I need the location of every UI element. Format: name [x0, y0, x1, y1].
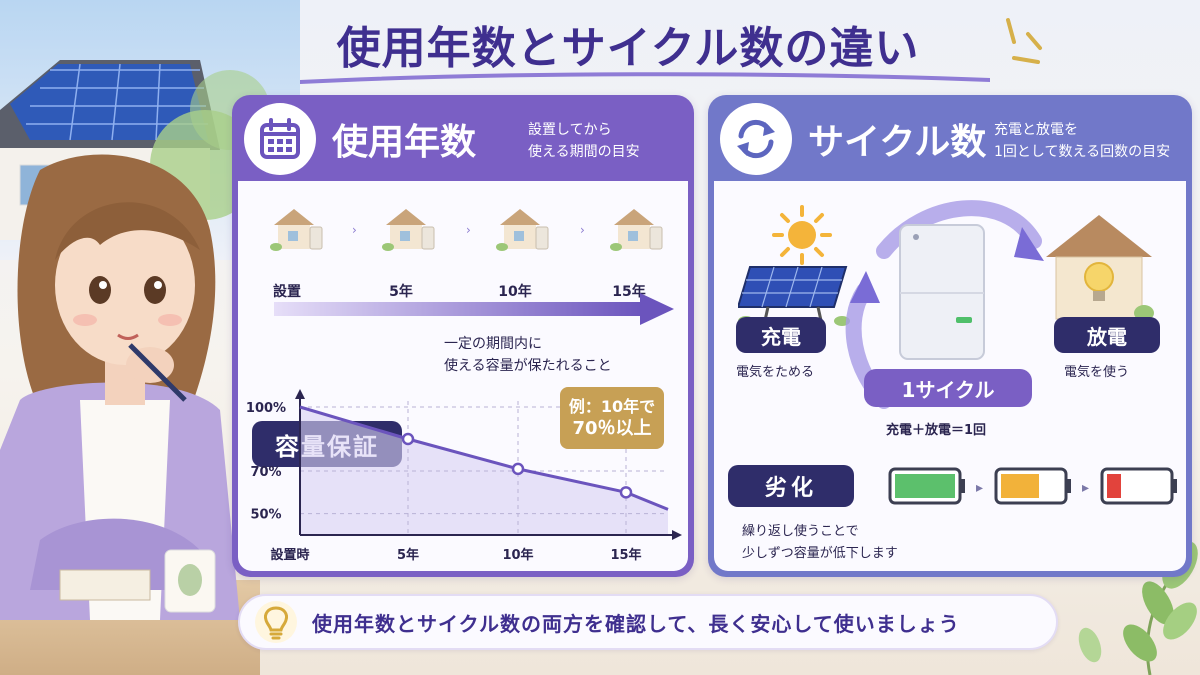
years-panel-body: › › › 設置 5年 10年 15年 — [238, 181, 688, 571]
battery-low-icon — [1100, 467, 1177, 505]
capacity-desc-line2: 使える容量が保たれること — [444, 358, 612, 374]
svg-text:▸: ▸ — [976, 480, 983, 496]
discharge-label: 放電 — [1054, 317, 1160, 353]
capacity-guarantee-description: 一定の期間内に 使える容量が保たれること — [444, 333, 612, 377]
years-of-use-panel: 使用年数 設置してから 使える期間の目安 › › — [232, 95, 694, 577]
years-panel-description: 設置してから 使える期間の目安 — [528, 119, 640, 163]
callout-line2: 70％以上 — [572, 418, 652, 439]
data-point — [511, 462, 525, 476]
sparkle-lines-icon — [1006, 18, 1042, 64]
one-cycle-badge: 1サイクル — [864, 369, 1032, 407]
years-desc-line1: 設置してから — [528, 122, 612, 138]
svg-text:▸: ▸ — [1082, 480, 1089, 496]
page-title: 使用年数とサイクル数の違い — [336, 23, 920, 74]
callout-line1: 例：10年で — [568, 397, 656, 416]
cycle-desc-line1: 充電と放電を — [994, 122, 1078, 138]
timeline-arrow — [274, 293, 674, 325]
y-tick-label: 100% — [246, 401, 286, 416]
woman-thinking-illustration — [0, 154, 240, 620]
x-tick-label: 5年 — [397, 547, 419, 563]
data-point — [619, 486, 633, 499]
x-tick-label: 15年 — [610, 547, 641, 563]
calendar-icon — [244, 103, 316, 175]
years-panel-title: 使用年数 — [332, 122, 477, 163]
plant-leaves-illustration — [1078, 541, 1198, 675]
cycle-panel-description: 充電と放電を 1回として数える回数の目安 — [994, 119, 1170, 163]
chevron-right-icon: › — [352, 223, 357, 237]
title-container: 使用年数とサイクル数の違い — [268, 8, 988, 80]
house-battery-icon — [382, 209, 435, 251]
x-axis-arrowhead — [672, 530, 682, 540]
y-tick-label: 70% — [250, 465, 281, 480]
cycle-count-panel: サイクル数 充電と放電を 1回として数える回数の目安 — [708, 95, 1192, 577]
timeline-label: 15年 — [612, 284, 646, 300]
timeline-label: 5年 — [389, 284, 413, 300]
years-timeline: › › › — [258, 203, 678, 273]
charge-sublabel: 電気をためる — [736, 365, 815, 380]
cycle-desc-line2: 1回として数える回数の目安 — [994, 144, 1171, 160]
capacity-desc-line1: 一定の期間内に — [444, 336, 542, 352]
capacity-example-callout: 例：10年で 70％以上 — [560, 387, 664, 449]
degradation-badge: 劣化 — [728, 465, 854, 507]
home-battery-unit-icon — [899, 224, 985, 360]
cycle-arrows-icon — [720, 103, 792, 175]
battery-half-icon — [994, 467, 1071, 505]
y-tick-label: 50% — [250, 508, 281, 523]
years-desc-line2: 使える期間の目安 — [528, 144, 640, 160]
cycle-equation: 充電＋放電＝1回 — [886, 423, 987, 438]
timeline-label: 設置 — [273, 284, 301, 300]
degradation-line1: 繰り返し使うことで — [742, 524, 859, 539]
y-axis-arrowhead — [295, 389, 305, 399]
capacity-line-chart: 100% 70% 50% 設置時 5年 10年 15年 — [246, 389, 682, 563]
cycle-panel-body: 充電 電気をためる 放電 電気を使う 1サイクル 充電＋放電＝1回 劣化 繰り返… — [714, 181, 1186, 571]
degradation-line2: 少しずつ容量が低下します — [742, 546, 898, 561]
house-battery-icon — [610, 209, 663, 251]
house-battery-icon — [496, 209, 549, 251]
x-tick-label: 10年 — [502, 547, 533, 563]
sun-icon — [772, 205, 832, 265]
battery-degradation-icons: ▸ ▸ — [888, 467, 1177, 505]
battery-full-icon — [888, 467, 965, 505]
years-panel-header: 使用年数 設置してから 使える期間の目安 — [232, 95, 694, 183]
degradation-description: 繰り返し使うことで 少しずつ容量が低下します — [742, 521, 898, 565]
title-underline-decoration — [300, 72, 990, 84]
x-tick-label: 設置時 — [270, 547, 309, 563]
house-battery-icon — [270, 209, 323, 251]
data-point — [401, 432, 415, 446]
house-lightbulb-icon — [1046, 215, 1154, 321]
timeline-label: 10年 — [498, 284, 532, 300]
bottom-tip-banner: 使用年数とサイクル数の両方を確認して、長く安心して使いましょう — [238, 594, 1058, 650]
charge-label: 充電 — [736, 317, 826, 353]
lightbulb-icon — [255, 601, 297, 643]
banner-text: 使用年数とサイクル数の両方を確認して、長く安心して使いましょう — [312, 611, 960, 636]
discharge-sublabel: 電気を使う — [1064, 365, 1130, 380]
cycle-panel-header: サイクル数 充電と放電を 1回として数える回数の目安 — [708, 95, 1192, 183]
cycle-panel-title: サイクル数 — [808, 122, 987, 163]
chevron-right-icon: › — [580, 223, 585, 237]
chevron-right-icon: › — [466, 223, 471, 237]
